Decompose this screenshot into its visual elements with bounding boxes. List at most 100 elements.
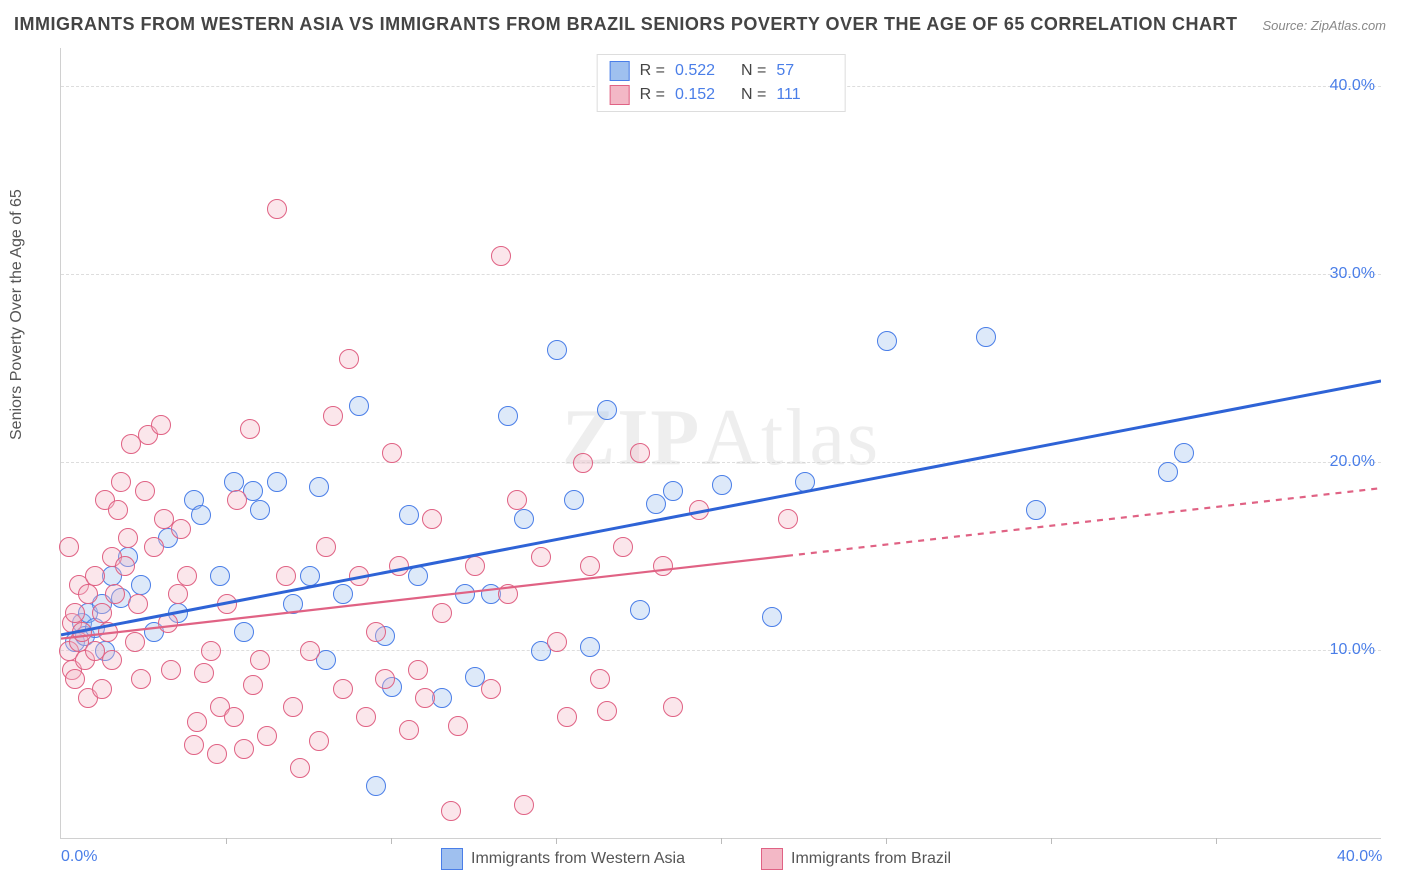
data-point <box>613 537 633 557</box>
legend-swatch-icon <box>761 848 783 870</box>
data-point <box>663 697 683 717</box>
data-point <box>250 500 270 520</box>
legend-n-value: 57 <box>776 62 832 80</box>
data-point <box>646 494 666 514</box>
watermark-atlas: Atlas <box>701 394 880 482</box>
data-point <box>184 735 204 755</box>
data-point <box>240 419 260 439</box>
legend-n-value: 111 <box>776 86 832 104</box>
data-point <box>590 669 610 689</box>
data-point <box>762 607 782 627</box>
data-point <box>210 566 230 586</box>
data-point <box>564 490 584 510</box>
x-minor-tick <box>721 838 722 844</box>
data-point <box>389 556 409 576</box>
data-point <box>507 490 527 510</box>
legend-n-label: N = <box>741 86 766 104</box>
data-point <box>227 490 247 510</box>
series-legend-item: Immigrants from Western Asia <box>441 848 685 870</box>
data-point <box>59 537 79 557</box>
data-point <box>111 472 131 492</box>
legend-row: R = 0.522 N = 57 <box>610 59 833 83</box>
data-point <box>455 584 475 604</box>
data-point <box>653 556 673 576</box>
data-point <box>573 453 593 473</box>
data-point <box>333 584 353 604</box>
data-point <box>441 801 461 821</box>
data-point <box>187 712 207 732</box>
data-point <box>399 720 419 740</box>
data-point <box>663 481 683 501</box>
legend-r-label: R = <box>640 86 665 104</box>
data-point <box>115 556 135 576</box>
data-point <box>65 669 85 689</box>
data-point <box>309 477 329 497</box>
data-point <box>300 641 320 661</box>
y-tick-label: 10.0% <box>1330 641 1375 659</box>
data-point <box>422 509 442 529</box>
data-point <box>234 739 254 759</box>
legend-swatch-icon <box>610 85 630 105</box>
data-point <box>349 566 369 586</box>
data-point <box>128 594 148 614</box>
data-point <box>224 472 244 492</box>
data-point <box>201 641 221 661</box>
data-point <box>432 603 452 623</box>
data-point <box>366 622 386 642</box>
legend-swatch-icon <box>441 848 463 870</box>
data-point <box>557 707 577 727</box>
data-point <box>125 632 145 652</box>
y-axis-label: Seniors Poverty Over the Age of 65 <box>8 189 26 440</box>
data-point <box>356 707 376 727</box>
legend-r-value: 0.522 <box>675 62 731 80</box>
data-point <box>778 509 798 529</box>
data-point <box>131 669 151 689</box>
data-point <box>498 584 518 604</box>
data-point <box>399 505 419 525</box>
data-point <box>1158 462 1178 482</box>
data-point <box>1174 443 1194 463</box>
data-point <box>531 547 551 567</box>
data-point <box>323 406 343 426</box>
data-point <box>171 519 191 539</box>
data-point <box>158 613 178 633</box>
data-point <box>224 707 244 727</box>
data-point <box>135 481 155 501</box>
data-point <box>98 622 118 642</box>
x-minor-tick <box>886 838 887 844</box>
data-point <box>290 758 310 778</box>
x-minor-tick <box>226 838 227 844</box>
gridline <box>61 274 1381 275</box>
data-point <box>408 566 428 586</box>
data-point <box>92 603 112 623</box>
data-point <box>795 472 815 492</box>
source-attribution: Source: ZipAtlas.com <box>1262 18 1386 33</box>
data-point <box>191 505 211 525</box>
data-point <box>267 199 287 219</box>
data-point <box>118 528 138 548</box>
data-point <box>243 675 263 695</box>
data-point <box>415 688 435 708</box>
data-point <box>547 632 567 652</box>
data-point <box>85 566 105 586</box>
data-point <box>1026 500 1046 520</box>
data-point <box>283 697 303 717</box>
data-point <box>257 726 277 746</box>
plot-area: ZIPAtlas R = 0.522 N = 57 R = 0.152 N = … <box>60 48 1381 839</box>
data-point <box>366 776 386 796</box>
data-point <box>712 475 732 495</box>
data-point <box>144 537 164 557</box>
data-point <box>217 594 237 614</box>
data-point <box>72 622 92 642</box>
data-point <box>448 716 468 736</box>
data-point <box>108 500 128 520</box>
data-point <box>316 537 336 557</box>
series-legend-item: Immigrants from Brazil <box>761 848 951 870</box>
data-point <box>597 701 617 721</box>
data-point <box>177 566 197 586</box>
data-point <box>597 400 617 420</box>
legend-swatch-icon <box>610 61 630 81</box>
data-point <box>481 679 501 699</box>
data-point <box>491 246 511 266</box>
legend-r-value: 0.152 <box>675 86 731 104</box>
